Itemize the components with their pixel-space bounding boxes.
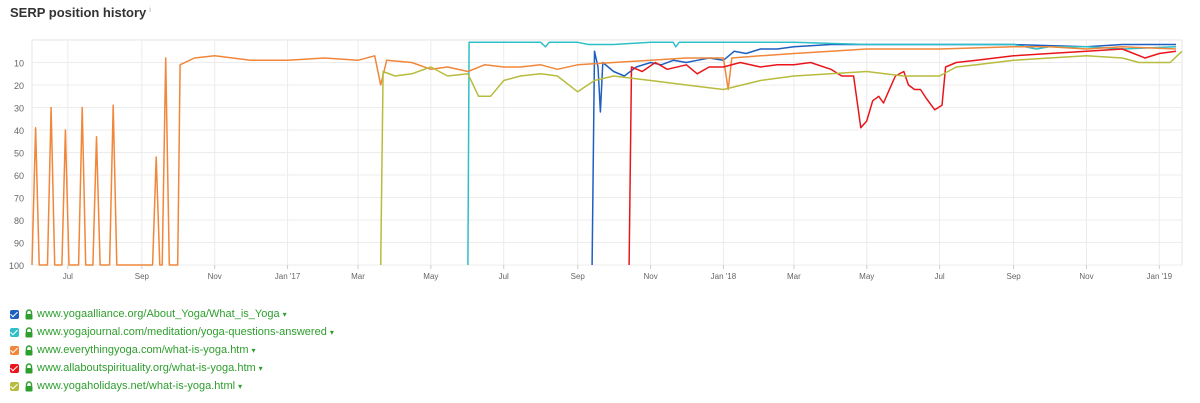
lock-icon [25, 362, 33, 373]
y-tick-label: 50 [14, 149, 24, 159]
series-line-2 [467, 41, 1177, 266]
legend-item[interactable]: www.allaboutspirituality.org/what-is-yog… [10, 359, 334, 377]
legend-checkbox[interactable] [10, 327, 19, 337]
y-tick-label: 60 [14, 171, 24, 181]
x-tick-label: Sep [571, 272, 586, 281]
x-tick-label: Sep [135, 272, 150, 281]
y-tick-label: 100 [9, 261, 24, 271]
y-tick-label: 30 [14, 104, 24, 114]
lock-icon [25, 326, 33, 337]
lock-icon [25, 344, 33, 355]
legend-checkbox[interactable] [10, 309, 19, 319]
x-tick-label: Jan '19 [1147, 272, 1173, 281]
chart-title: SERP position history i [10, 5, 151, 20]
dropdown-caret-icon[interactable]: ▾ [329, 327, 334, 337]
lock-icon [25, 308, 33, 319]
x-tick-label: Jan '17 [275, 272, 301, 281]
chart-title-text: SERP position history [10, 5, 147, 20]
x-tick-label: Nov [643, 272, 657, 281]
series-line-4 [628, 48, 1177, 266]
dropdown-caret-icon[interactable]: ▾ [258, 363, 263, 373]
legend-url-link[interactable]: www.yogaholidays.net/what-is-yoga.html [37, 380, 236, 392]
legend-checkbox[interactable] [10, 363, 19, 373]
y-tick-label: 10 [14, 59, 24, 69]
x-tick-label: May [423, 272, 438, 281]
series-line-1 [591, 43, 1176, 266]
x-axis: Jul Sep Nov Jan '17 Mar May Jul Sep Nov Jan '18 Ma… [63, 265, 1173, 281]
y-axis: 10 20 30 40 50 60 70 80 90 100 [9, 59, 24, 272]
x-tick-label: Jul [499, 272, 509, 281]
chart-series [31, 41, 1183, 266]
legend-item[interactable]: www.everythingyoga.com/what-is-yoga.htm ▾ [10, 341, 334, 359]
dropdown-caret-icon[interactable]: ▾ [238, 381, 243, 391]
x-tick-label: Sep [1007, 272, 1022, 281]
dropdown-caret-icon[interactable]: ▾ [251, 345, 256, 355]
legend-item[interactable]: www.yogaalliance.org/About_Yoga/What_is_… [10, 305, 334, 323]
x-tick-label: May [859, 272, 874, 281]
lock-icon [25, 380, 33, 391]
y-tick-label: 80 [14, 216, 24, 226]
y-tick-label: 90 [14, 239, 24, 249]
legend-url-link[interactable]: www.yogaalliance.org/About_Yoga/What_is_… [37, 308, 280, 320]
chart-legend: www.yogaalliance.org/About_Yoga/What_is_… [10, 305, 334, 395]
x-tick-label: Mar [351, 272, 365, 281]
legend-checkbox[interactable] [10, 345, 19, 355]
x-tick-label: Jan '18 [711, 272, 737, 281]
legend-checkbox[interactable] [10, 381, 19, 391]
legend-url-link[interactable]: www.allaboutspirituality.org/what-is-yog… [37, 362, 256, 374]
series-line-3 [31, 46, 1177, 266]
x-tick-label: Mar [787, 272, 801, 281]
y-tick-label: 70 [14, 194, 24, 204]
y-tick-label: 40 [14, 126, 24, 136]
series-line-5 [379, 50, 1183, 266]
y-tick-label: 20 [14, 81, 24, 91]
legend-item[interactable]: www.yogajournal.com/meditation/yoga-ques… [10, 323, 334, 341]
info-icon[interactable]: i [149, 6, 151, 14]
x-tick-label: Nov [1079, 272, 1093, 281]
serp-chart: 10 20 30 40 50 60 70 80 90 100 Jul Sep Nov Jan '17 Ma… [9, 39, 1183, 281]
x-tick-label: Jul [63, 272, 73, 281]
chart-grid [31, 39, 1183, 266]
legend-url-link[interactable]: www.yogajournal.com/meditation/yoga-ques… [37, 326, 327, 338]
legend-url-link[interactable]: www.everythingyoga.com/what-is-yoga.htm [37, 344, 249, 356]
x-tick-label: Jul [934, 272, 944, 281]
legend-item[interactable]: www.yogaholidays.net/what-is-yoga.html ▾ [10, 377, 334, 395]
x-tick-label: Nov [208, 272, 222, 281]
dropdown-caret-icon[interactable]: ▾ [282, 309, 287, 319]
